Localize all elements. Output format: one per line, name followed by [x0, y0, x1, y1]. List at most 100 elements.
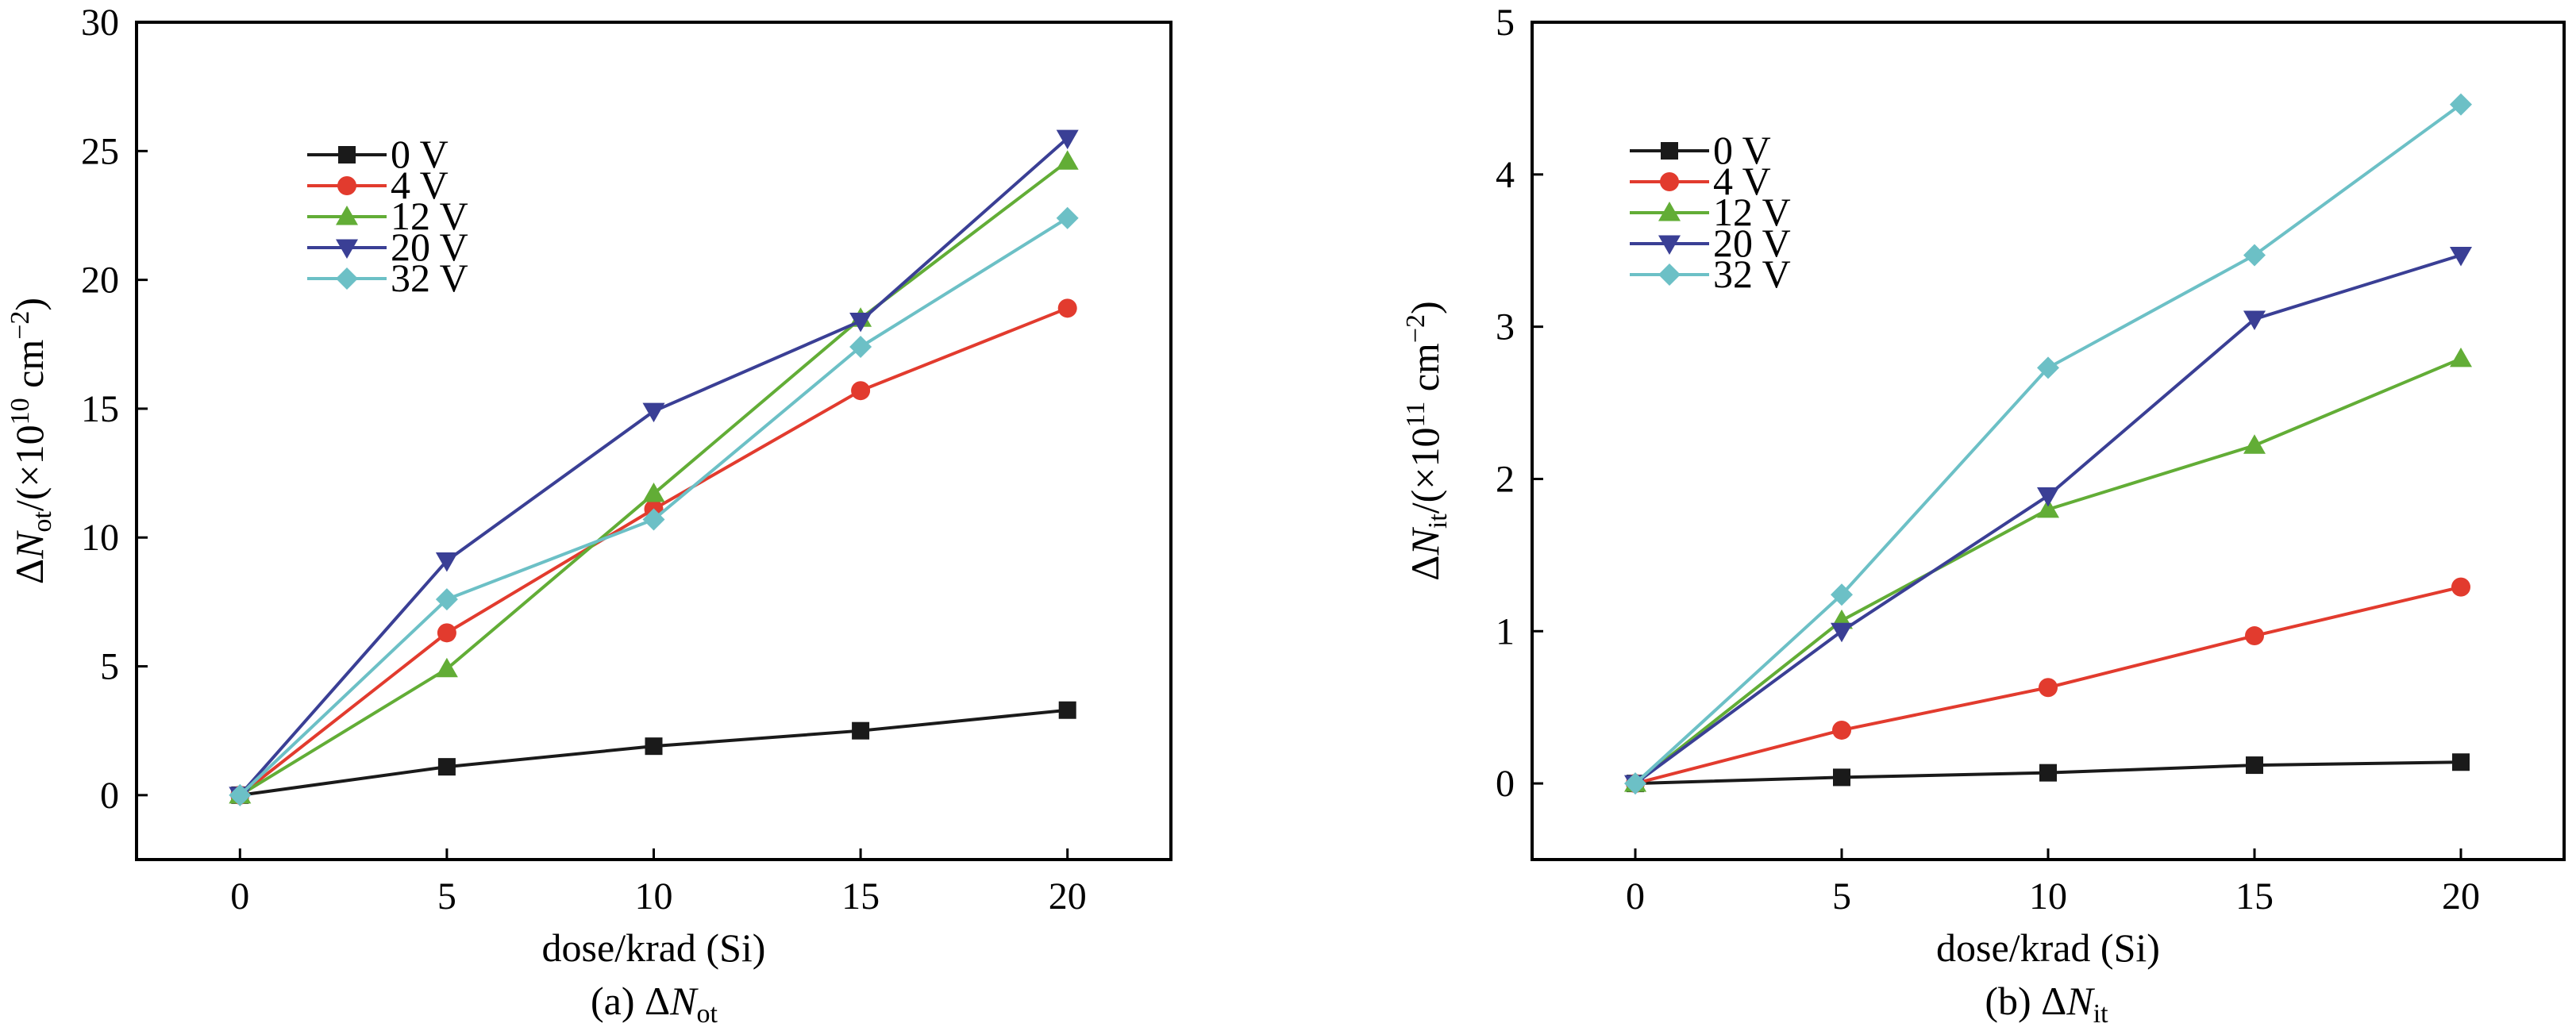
y-tick-label: 0 [1496, 763, 1515, 805]
data-point [642, 402, 665, 423]
data-point [849, 313, 872, 333]
legend-item: 0 V [1630, 128, 1771, 172]
y-tick-label: 30 [81, 2, 119, 44]
x-tick-label: 15 [841, 875, 880, 918]
x-tick-label: 5 [437, 875, 456, 918]
legend-item: 20 V [1630, 221, 1791, 265]
legend-item: 4 V [1630, 159, 1771, 203]
legend-marker [1658, 235, 1681, 255]
data-point [1056, 150, 1079, 170]
data-point [2450, 347, 2472, 367]
data-point [2450, 246, 2472, 267]
data-point [2039, 764, 2057, 782]
legend-label: 32 V [1713, 252, 1791, 296]
legend-marker [336, 267, 358, 290]
data-point [435, 552, 458, 572]
data-point [2243, 434, 2266, 454]
data-point [642, 483, 665, 502]
legend-label: 12 V [1713, 190, 1791, 234]
legend-item: 12 V [1630, 190, 1791, 234]
data-point [1831, 583, 1853, 606]
data-point [645, 737, 663, 756]
legend-marker [336, 206, 358, 225]
data-point [2246, 756, 2263, 775]
data-point [1833, 768, 1850, 787]
y-tick-label: 3 [1496, 306, 1515, 348]
y-axis-title: ΔNot/(×1010 cm−2) [6, 298, 57, 584]
data-point [1057, 298, 1077, 318]
x-axis-title: dose/krad (Si) [542, 925, 766, 970]
data-point [2452, 753, 2470, 771]
series-line [1634, 357, 2462, 785]
legend-label: 32 V [391, 256, 468, 300]
legend-marker [336, 239, 358, 259]
y-tick-label: 15 [81, 388, 119, 430]
data-point [849, 336, 872, 359]
series-12v [1624, 347, 2472, 792]
x-tick-label: 10 [635, 875, 673, 918]
y-tick-label: 5 [1496, 2, 1515, 44]
x-tick-label: 0 [230, 875, 249, 918]
legend-item: 20 V [307, 225, 468, 269]
data-point [2037, 356, 2059, 379]
data-point [852, 721, 870, 740]
series-0v [231, 701, 1076, 804]
data-point [2039, 678, 2058, 698]
legend-item: 32 V [307, 256, 468, 300]
x-tick-label: 5 [1832, 875, 1851, 918]
x-axis-title: dose/krad (Si) [1936, 925, 2160, 970]
x-tick-label: 20 [1049, 875, 1087, 918]
legend-marker [1658, 264, 1681, 286]
data-point [1831, 622, 1853, 643]
panel-caption: (a) ΔNot [591, 979, 718, 1029]
y-tick-label: 4 [1496, 154, 1515, 196]
y-axis-title: ΔNit/(×1011 cm−2) [1401, 301, 1453, 580]
series-4v [230, 298, 1077, 805]
legend-marker [1660, 172, 1679, 191]
data-point [437, 758, 456, 776]
legend-item: 0 V [307, 132, 449, 176]
x-tick-label: 15 [2235, 875, 2274, 918]
legend: 0 V4 V12 V20 V32 V [307, 132, 468, 300]
legend-label: 4 V [391, 163, 449, 207]
data-point [2037, 498, 2059, 518]
x-tick-label: 0 [1626, 875, 1645, 918]
legend-marker [338, 146, 356, 163]
data-point [435, 588, 458, 611]
series-20v [1624, 246, 2472, 795]
chart-panel-b: 0 1 2 3 4 5 0 5 10 15 20 dose/krad (Si) ΔNit/(×1011 … [1401, 2, 2566, 1029]
legend-label: 12 V [391, 194, 468, 238]
series-line [1634, 253, 2462, 785]
data-point [1056, 129, 1079, 150]
y-tick-label: 20 [81, 260, 119, 302]
series-32v [1624, 93, 2472, 795]
series-0v [1627, 753, 2470, 793]
x-tick-label: 20 [2442, 875, 2480, 918]
legend-item: 4 V [307, 163, 449, 207]
data-point [851, 381, 871, 401]
data-point [2037, 487, 2059, 507]
y-tick-label: 0 [100, 775, 119, 817]
legend-label: 20 V [391, 225, 468, 269]
y-tick-label: 10 [81, 517, 119, 559]
series-4v [1626, 577, 2470, 794]
data-point [437, 623, 456, 643]
legend-item: 32 V [1630, 252, 1791, 296]
legend-label: 4 V [1713, 159, 1771, 203]
legend-label: 20 V [1713, 221, 1791, 265]
plot-frame [1531, 21, 2566, 861]
y-tick-label: 1 [1496, 610, 1515, 652]
legend-label: 0 V [1713, 128, 1771, 172]
y-tick-label: 5 [100, 646, 119, 688]
panel-caption: (b) ΔNit [1985, 979, 2108, 1029]
data-point [1058, 701, 1076, 719]
chart-panel-a: 0 5 10 15 20 25 30 0 5 10 15 20 dose/krad (Si) ΔNot/(… [6, 2, 1172, 1029]
y-tick-label: 25 [81, 130, 119, 172]
series-32v [229, 206, 1079, 806]
data-point [1832, 720, 1851, 740]
data-point [1056, 206, 1079, 229]
data-point [2451, 577, 2470, 597]
y-tick-label: 2 [1496, 458, 1515, 500]
data-point [435, 657, 458, 678]
legend: 0 V4 V12 V20 V32 V [1630, 128, 1791, 296]
